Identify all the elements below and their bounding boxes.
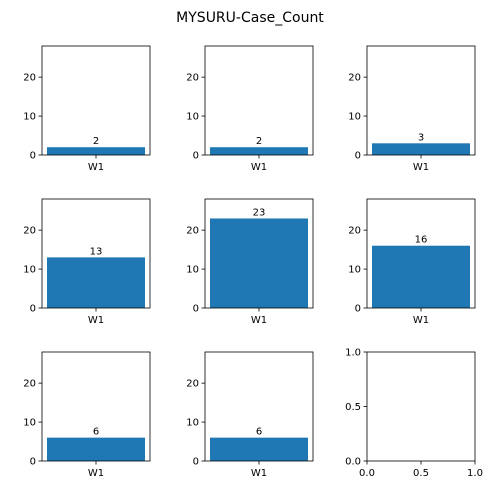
- x-tick-label: W1: [88, 162, 104, 173]
- bar: [210, 437, 308, 461]
- y-tick-label: 10: [23, 418, 36, 429]
- subplot-6: 16 0 10 20 W1: [348, 198, 476, 326]
- y-tick-label: 20: [23, 73, 36, 84]
- chart-title: MYSURU-Case_Count: [176, 10, 324, 26]
- y-tick-label: 0: [30, 457, 36, 468]
- subplot-9: 0.0 0.5 1.0 0.0 0.5 1.0: [345, 348, 483, 480]
- y-tick-label: 20: [23, 379, 36, 390]
- axes-frame: [41, 45, 151, 156]
- axes-frame: [366, 198, 476, 309]
- x-tick-label: 1.0: [467, 468, 483, 479]
- axes-frame: [366, 351, 476, 462]
- y-tick-label: 10: [186, 112, 199, 123]
- y-tick-label: 10: [348, 112, 361, 123]
- y-tick-label: 20: [186, 379, 199, 390]
- x-tick-label: W1: [251, 315, 267, 326]
- y-tick-label: 0: [30, 304, 36, 315]
- subplot-5: 23 0 10 20 W1: [186, 198, 314, 326]
- axes-frame: [41, 351, 151, 462]
- data-label: 3: [418, 132, 424, 143]
- x-tick-label: W1: [413, 315, 429, 326]
- x-tick-label: 0.0: [359, 468, 375, 479]
- axes-frame: [204, 351, 314, 462]
- data-label: 2: [256, 136, 262, 147]
- data-label: 23: [253, 207, 266, 218]
- bar: [372, 143, 470, 155]
- bar: [210, 218, 308, 308]
- y-tick-label: 20: [23, 226, 36, 237]
- axes-frame: [41, 198, 151, 309]
- x-tick-label: W1: [251, 468, 267, 479]
- y-tick-label: 0: [193, 304, 199, 315]
- axes-frame: [204, 45, 314, 156]
- x-tick-label: W1: [88, 315, 104, 326]
- panels-group: 201020W1201020W1301020W11301020W12301020…: [23, 45, 483, 480]
- y-tick-label: 0.0: [345, 457, 361, 468]
- y-tick-label: 0: [193, 457, 199, 468]
- y-tick-label: 0: [193, 151, 199, 162]
- x-tick-label: 0.5: [413, 468, 429, 479]
- y-tick-label: 0: [30, 151, 36, 162]
- subplot-8: 6 0 10 20 W1: [186, 351, 314, 479]
- data-label: 6: [93, 427, 99, 438]
- y-tick-label: 10: [186, 418, 199, 429]
- bar: [47, 437, 145, 461]
- bar: [47, 147, 145, 155]
- axes-frame: [204, 198, 314, 309]
- x-tick-label: W1: [251, 162, 267, 173]
- x-tick-label: W1: [413, 162, 429, 173]
- data-label: 13: [90, 246, 103, 257]
- y-tick-label: 10: [348, 265, 361, 276]
- y-tick-label: 0: [355, 304, 361, 315]
- y-tick-label: 20: [186, 73, 199, 84]
- y-tick-label: 0: [355, 151, 361, 162]
- subplot-3: 3 0 10 20 W1: [348, 45, 476, 173]
- data-label: 16: [415, 235, 428, 246]
- y-tick-label: 10: [23, 265, 36, 276]
- y-tick-label: 20: [186, 226, 199, 237]
- bar: [210, 147, 308, 155]
- y-tick-label: 10: [186, 265, 199, 276]
- subplot-4: 13 0 10 20 W1: [23, 198, 151, 326]
- axes-frame: [366, 45, 476, 156]
- y-tick-label: 20: [348, 226, 361, 237]
- data-label: 6: [256, 427, 262, 438]
- y-tick-label: 0.5: [345, 402, 361, 413]
- bar: [372, 245, 470, 308]
- subplot-7: 6 0 10 20 W1: [23, 351, 151, 479]
- bar: [47, 257, 145, 308]
- data-label: 2: [93, 136, 99, 147]
- y-tick-label: 10: [23, 112, 36, 123]
- x-tick-label: W1: [88, 468, 104, 479]
- y-tick-label: 1.0: [345, 348, 361, 359]
- y-tick-label: 20: [348, 73, 361, 84]
